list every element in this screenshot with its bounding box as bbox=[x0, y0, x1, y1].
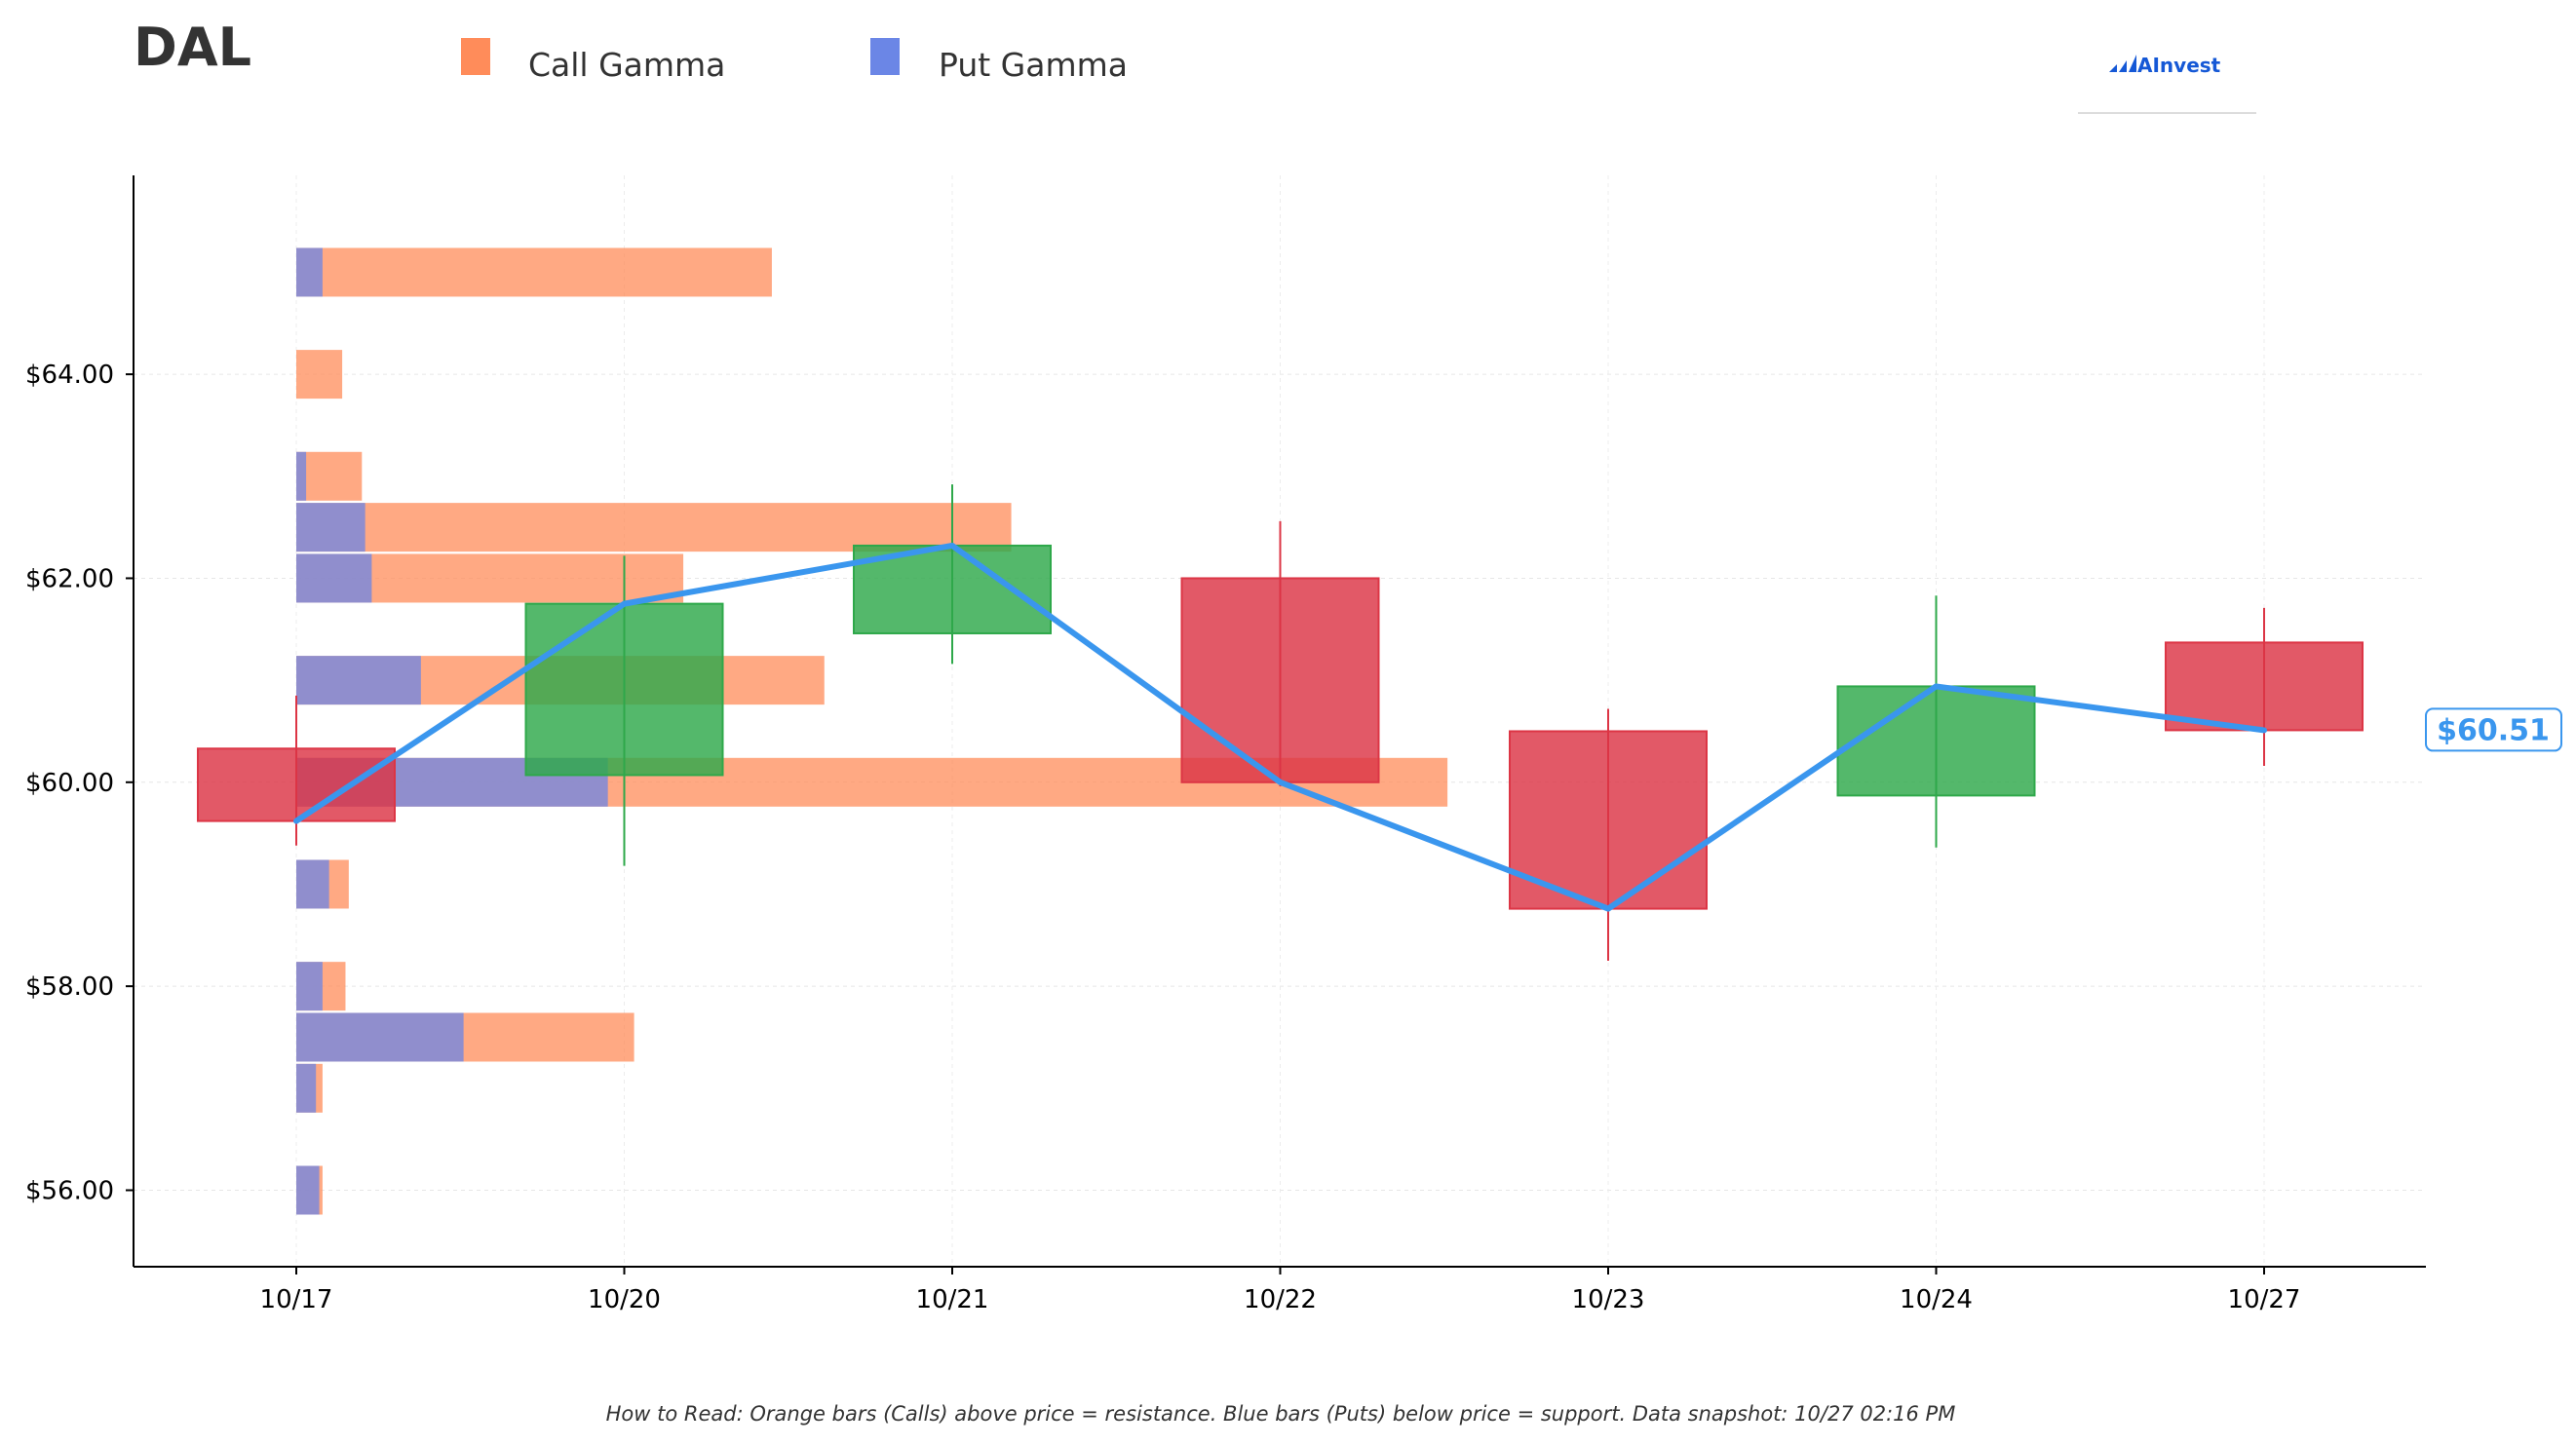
put-gamma-bar bbox=[296, 859, 329, 909]
call-gamma-bar bbox=[296, 247, 772, 297]
put-gamma-bar bbox=[296, 1012, 464, 1062]
legend-call-label: Call Gamma bbox=[528, 46, 725, 84]
x-tick-label: 10/20 bbox=[588, 1285, 661, 1314]
call-gamma-bar bbox=[296, 451, 363, 501]
x-tick-label: 10/17 bbox=[260, 1285, 333, 1314]
y-tick-label: $64.00 bbox=[25, 361, 114, 390]
price-badge-box bbox=[2425, 707, 2562, 752]
footer-note: How to Read: Orange bars (Calls) above p… bbox=[606, 1402, 1956, 1426]
legend-put-label: Put Gamma bbox=[939, 46, 1128, 84]
put-gamma-bar bbox=[296, 553, 372, 603]
put-gamma-bar bbox=[296, 247, 323, 297]
y-axis-ticks: $56.00 $58.00 $60.00 $62.00 $64.00 bbox=[25, 361, 134, 1205]
candle-body bbox=[197, 747, 396, 822]
y-tick-label: $56.00 bbox=[25, 1176, 114, 1205]
x-tick-label: 10/27 bbox=[2228, 1285, 2301, 1314]
x-tick-label: 10/24 bbox=[1900, 1285, 1973, 1314]
y-tick-label: $60.00 bbox=[25, 769, 114, 798]
close-price-polyline bbox=[293, 542, 2267, 912]
put-gamma-bar bbox=[296, 503, 365, 552]
y-tick-label: $58.00 bbox=[25, 972, 114, 1002]
candlesticks bbox=[197, 484, 2364, 961]
x-tick-label: 10/22 bbox=[1244, 1285, 1317, 1314]
call-gamma-bar bbox=[296, 503, 1012, 552]
logo-text: AInvest bbox=[2137, 54, 2221, 77]
put-gamma-bar bbox=[296, 1165, 320, 1215]
candle-body bbox=[1836, 685, 2036, 797]
candle-body bbox=[1509, 730, 1708, 910]
x-tick-label: 10/23 bbox=[1572, 1285, 1645, 1314]
legend-put-swatch bbox=[870, 38, 900, 75]
ainvest-logo: AInvest bbox=[2078, 54, 2256, 114]
x-axis-ticks: 10/17 10/20 10/21 10/22 10/23 10/24 10/27 bbox=[260, 1267, 2301, 1314]
candle-body bbox=[2165, 641, 2364, 732]
x-tick-label: 10/21 bbox=[916, 1285, 989, 1314]
legend-call-swatch bbox=[461, 38, 490, 75]
current-price-label: $60.51 bbox=[2437, 713, 2550, 747]
candle-body bbox=[1180, 577, 1380, 783]
logo-chart-icon bbox=[2109, 55, 2136, 72]
y-tick-label: $62.00 bbox=[25, 564, 114, 593]
put-gamma-bar bbox=[296, 656, 421, 705]
close-price-line bbox=[293, 542, 2267, 912]
gamma-bars bbox=[296, 247, 1448, 1215]
current-price-badge: $60.51 bbox=[2425, 707, 2562, 752]
put-gamma-bar bbox=[296, 1063, 317, 1113]
ticker-title: DAL bbox=[134, 17, 251, 78]
put-gamma-bar bbox=[296, 962, 323, 1011]
call-gamma-bar bbox=[296, 350, 343, 400]
put-gamma-bar bbox=[296, 451, 307, 501]
legend: Call Gamma Put Gamma bbox=[461, 38, 1128, 84]
candle-body bbox=[524, 602, 724, 777]
